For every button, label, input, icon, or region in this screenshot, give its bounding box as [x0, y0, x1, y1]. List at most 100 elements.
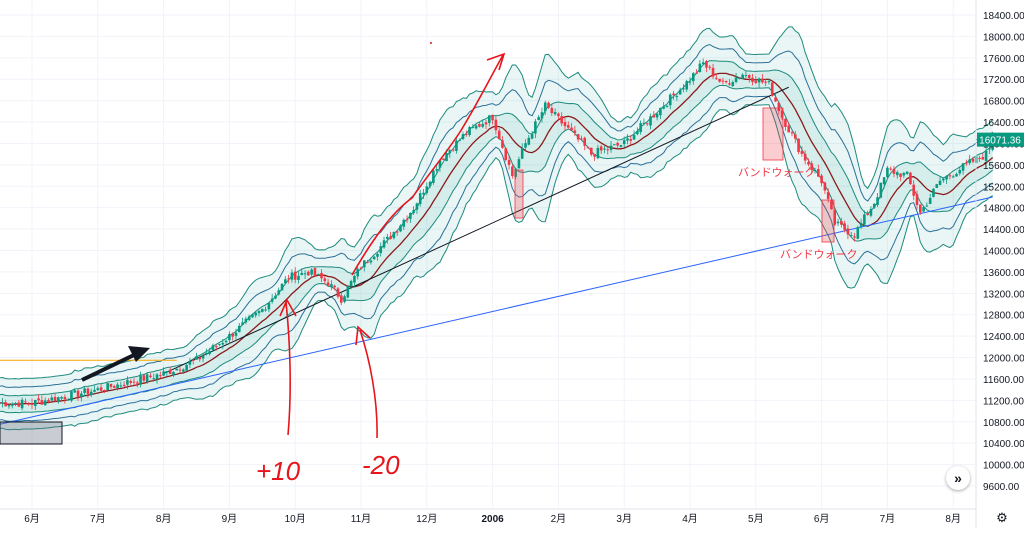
candle-body: [422, 193, 425, 195]
band-walk-box-3: [822, 200, 834, 242]
candle-body: [1, 403, 4, 404]
y-tick-label: 14800.00: [983, 204, 1024, 215]
candle-body: [741, 75, 744, 79]
candle-body: [488, 115, 491, 123]
candle-body: [330, 284, 333, 287]
candle-body: [797, 139, 800, 152]
candle-body: [646, 123, 649, 124]
candle-body: [958, 170, 961, 173]
candle-body: [603, 149, 606, 150]
candle-body: [534, 121, 537, 133]
candle-body: [728, 83, 731, 84]
candle-body: [751, 78, 754, 82]
candle-body: [238, 326, 241, 332]
candle-body: [481, 124, 484, 127]
candle-body: [198, 358, 201, 360]
candle-body: [705, 61, 708, 68]
range-box: [0, 422, 62, 444]
candle-body: [531, 134, 534, 138]
candle-body: [899, 173, 902, 176]
candle-body: [491, 115, 494, 120]
candle-body: [24, 401, 27, 402]
candle-body: [616, 143, 619, 146]
candle-body: [399, 226, 402, 232]
candle-body: [297, 276, 300, 280]
candle-body: [597, 148, 600, 158]
red-dot: [430, 42, 432, 44]
candle-body: [679, 90, 682, 95]
candle-body: [44, 400, 47, 405]
candle-body: [324, 278, 327, 281]
y-tick-label: 17600.00: [983, 54, 1024, 65]
candle-body: [458, 140, 461, 141]
band-walk-label-2: バンドウォーク: [780, 248, 858, 261]
candle-body: [258, 311, 261, 313]
candle-body: [149, 376, 152, 377]
candle-body: [205, 353, 208, 354]
candle-body: [406, 219, 409, 220]
candle-body: [547, 103, 550, 108]
candle-body: [218, 344, 221, 345]
candle-body: [77, 391, 80, 397]
candle-body: [659, 108, 662, 115]
last-price-label: 16071.36: [979, 136, 1021, 147]
candle-body: [14, 403, 17, 404]
candle-body: [570, 128, 573, 131]
candle-body: [965, 163, 968, 164]
candle-body: [268, 303, 271, 310]
candle-body: [50, 398, 53, 401]
candle-body: [185, 365, 188, 371]
candle-body: [222, 343, 225, 345]
candle-body: [409, 213, 412, 219]
candle-body: [60, 397, 63, 398]
candle-body: [452, 149, 455, 150]
candle-body: [462, 134, 465, 139]
x-tick-label: 11月: [351, 513, 371, 525]
candle-body: [541, 112, 544, 118]
scroll-right-button[interactable]: »: [946, 466, 970, 490]
candle-body: [725, 81, 728, 82]
y-tick-label: 16400.00: [983, 118, 1024, 129]
y-tick-label: 14400.00: [983, 225, 1024, 236]
candle-body: [363, 260, 366, 267]
candle-body: [291, 272, 294, 279]
candle-body: [97, 388, 100, 390]
candle-body: [972, 159, 975, 162]
candle-body: [307, 272, 310, 276]
x-tick-label: 6月: [814, 513, 830, 525]
candle-body: [580, 139, 583, 140]
candle-body: [11, 404, 14, 406]
candle-body: [508, 160, 511, 165]
candle-body: [863, 214, 866, 224]
candle-body: [820, 176, 823, 184]
candle-body: [468, 127, 471, 135]
settings-gear-icon[interactable]: ⚙: [994, 510, 1010, 526]
candle-body: [175, 369, 178, 371]
candle-body: [955, 174, 958, 177]
candle-body: [27, 404, 30, 405]
candle-body: [274, 296, 277, 299]
candle-body: [524, 143, 527, 147]
candle-body: [156, 374, 159, 379]
candle-body: [379, 246, 382, 253]
candle-body: [962, 163, 965, 170]
candle-body: [656, 114, 659, 118]
candle-body: [682, 88, 685, 89]
x-tick-label: 9月: [222, 513, 238, 525]
candle-body: [718, 79, 721, 82]
candle-body: [133, 382, 136, 383]
candle-body: [731, 82, 734, 86]
candle-body: [613, 144, 616, 145]
candle-body: [843, 223, 846, 229]
candle-body: [968, 159, 971, 163]
candle-body: [764, 82, 767, 83]
candle-body: [143, 375, 146, 380]
candle-body: [982, 157, 985, 159]
candle-body: [179, 370, 182, 371]
candle-body: [593, 154, 596, 157]
y-tick-label: 13600.00: [983, 268, 1024, 279]
candle-body: [202, 356, 205, 359]
candle-body: [939, 181, 942, 185]
